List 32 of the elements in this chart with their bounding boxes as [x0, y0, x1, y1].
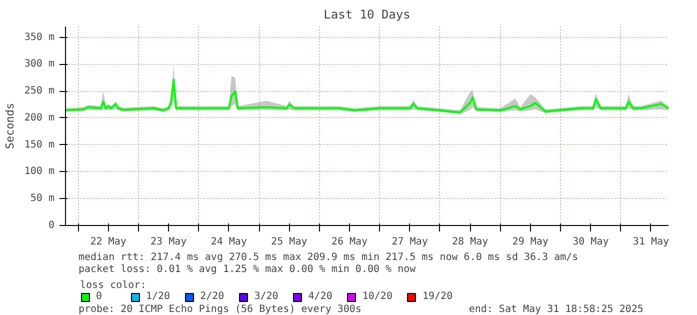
y-tick-label: 250 m	[24, 86, 55, 97]
x-tick-label: 24 May	[210, 236, 247, 248]
legend-label: 0	[96, 291, 104, 302]
x-tick-label: 23 May	[150, 236, 187, 248]
text: end: Sat May 31 18:58:25 2025	[468, 304, 644, 315]
x-tick-label: 25 May	[271, 236, 308, 248]
y-tick-label: 200 m	[24, 112, 55, 124]
x-tick-label: 28 May	[452, 236, 488, 248]
y-tick-label: 150 m	[24, 139, 55, 150]
x-tick-label: 31 May	[632, 236, 670, 248]
legend-label: 1/20	[146, 291, 170, 302]
legend-label: 3/20	[254, 291, 278, 302]
legend-title: loss color:	[80, 280, 148, 291]
x-tick-label: 22 May	[90, 236, 126, 248]
x-tick-label: 30 May	[572, 236, 609, 248]
y-tick-label: 0	[48, 220, 55, 231]
legend-label: 4/20	[308, 291, 332, 302]
legend-label: 10/20	[362, 291, 392, 302]
x-tick-label: 29 May	[512, 236, 548, 248]
legend-label: 19/20	[422, 291, 453, 302]
y-axis-title: Seconds	[3, 102, 16, 150]
y-tick-label: 50 m	[30, 193, 55, 204]
y-tick-label: 100 m	[24, 166, 55, 178]
y-tick-label: 300 m	[24, 58, 55, 70]
x-tick-label: 26 May	[331, 236, 368, 248]
text: probe: 20 ICMP Echo Pings (56 Bytes) every 300s	[78, 304, 362, 315]
y-tick-label: 350 m	[24, 32, 55, 43]
legend-label: 2/20	[200, 291, 224, 302]
text: median rtt: 217.4 ms avg 270.5 ms max 209.9 ms min 217.5 ms now 6.0 ms sd 36.3 am/s	[78, 252, 578, 263]
chart-title: Last 10 Days	[324, 8, 410, 22]
text: packet loss: 0.01 % avg 1.25 % max 0.00 % min 0.00 % now	[78, 264, 417, 275]
x-tick-label: 27 May	[392, 236, 428, 248]
